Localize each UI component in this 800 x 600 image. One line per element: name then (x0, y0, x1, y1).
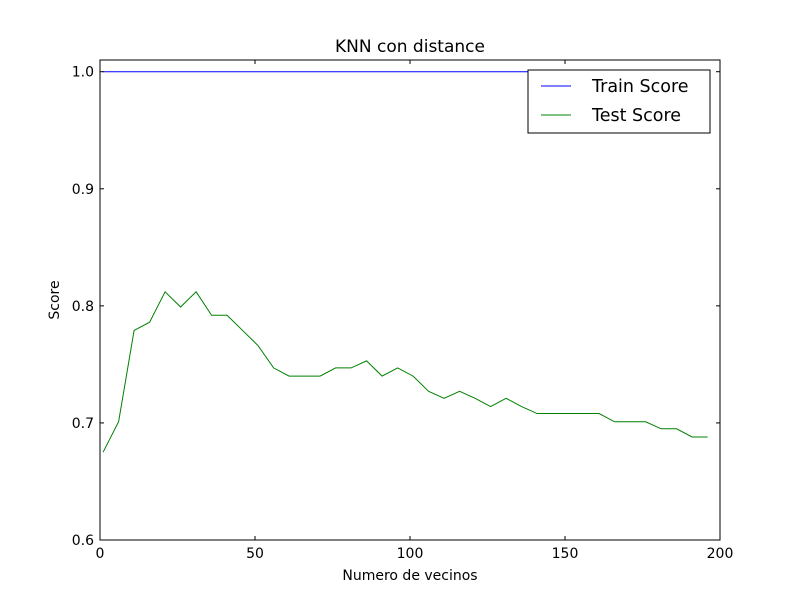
legend-label-train: Train Score (591, 77, 689, 97)
y-tick-label: 0.7 (72, 416, 94, 432)
series-line-test-score (102, 290, 708, 453)
x-tick-label: 0 (96, 546, 105, 562)
x-tick-label: 200 (707, 546, 734, 562)
x-tick-label: 150 (552, 546, 579, 562)
y-tick-label: 0.6 (72, 533, 94, 549)
chart-title: KNN con distance (335, 37, 485, 57)
legend-box (527, 69, 711, 134)
legend-label-test: Test Score (591, 106, 681, 126)
x-tick-label: 100 (397, 546, 424, 562)
y-axis-title: Score (47, 280, 63, 319)
plot-frame (99, 59, 721, 541)
legend: Train Score Test Score (527, 69, 711, 134)
y-tick-label: 1.0 (72, 65, 94, 81)
y-tick-label: 0.8 (72, 299, 94, 315)
x-axis-title: Numero de vecinos (342, 568, 477, 584)
x-tick-label: 50 (246, 546, 264, 562)
y-tick-label: 0.9 (72, 182, 94, 198)
